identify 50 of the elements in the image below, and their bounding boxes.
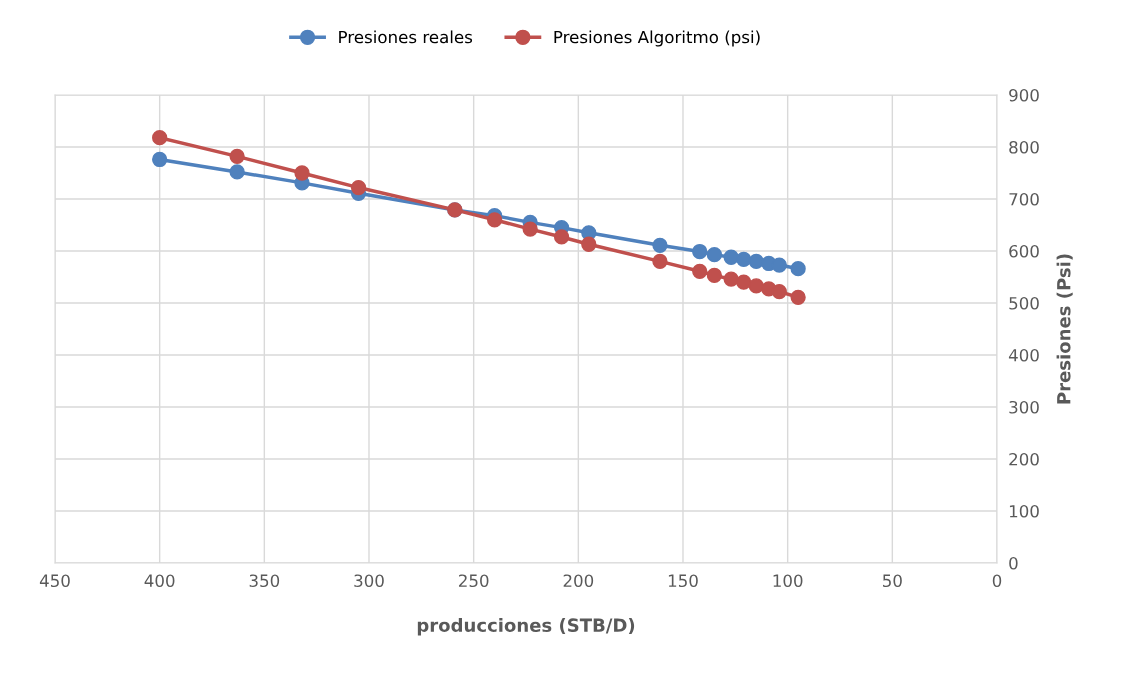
point (771, 283, 787, 300)
point (553, 229, 570, 245)
point (229, 164, 245, 180)
y-tick-label: 300 (1009, 400, 1039, 414)
point (152, 151, 168, 168)
x-tick-label: 150 (668, 574, 698, 588)
y-tick-label: 100 (1009, 504, 1039, 518)
x-tick-label: 450 (39, 574, 70, 588)
x-tick-label: 300 (354, 574, 384, 588)
point (790, 261, 806, 277)
x-tick-label: 250 (458, 574, 489, 588)
point (652, 253, 668, 270)
y-tick-label: 700 (1009, 192, 1039, 206)
y-tick-label: 800 (1009, 140, 1039, 154)
y-axis-title: Presiones (Psi) (1056, 254, 1073, 404)
y-tick-label: 0 (1009, 556, 1018, 570)
point (790, 289, 806, 305)
y-tick-label: 400 (1008, 348, 1039, 362)
point (771, 257, 787, 273)
point (522, 221, 538, 237)
x-tick-label: 50 (883, 574, 902, 588)
point (706, 247, 723, 263)
x-tick-label: 100 (773, 574, 803, 588)
x-tick-label: 200 (563, 574, 594, 588)
y-tick-label: 900 (1009, 88, 1039, 102)
point (706, 267, 723, 284)
legend-label: Presiones Algoritmo (psi) (554, 30, 760, 47)
point (294, 165, 310, 181)
y-tick-label: 200 (1009, 452, 1039, 466)
x-tick-label: 350 (249, 574, 280, 588)
point (748, 278, 764, 294)
point (736, 251, 752, 267)
point (723, 271, 739, 287)
point (152, 130, 168, 146)
point (229, 148, 245, 164)
point (748, 253, 764, 270)
x-tick-label: 0 (992, 574, 1002, 588)
point (581, 236, 597, 252)
point (692, 243, 708, 260)
y-tick-label: 600 (1009, 244, 1039, 258)
point (736, 274, 752, 290)
legend-label: Presiones reales (339, 30, 473, 44)
point (350, 179, 367, 196)
y-tick-label: 500 (1009, 296, 1039, 310)
x-axis-title: producciones (STB/D) (417, 618, 635, 636)
x-tick-label: 400 (144, 574, 175, 588)
point (723, 249, 739, 265)
point (692, 263, 708, 279)
point (486, 212, 503, 228)
point (652, 237, 668, 253)
